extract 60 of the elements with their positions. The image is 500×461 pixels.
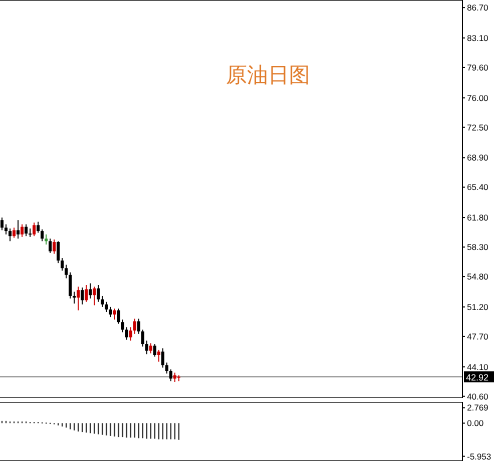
candlestick xyxy=(32,222,36,237)
candlestick xyxy=(161,348,164,368)
candlestick xyxy=(68,272,72,299)
candlestick xyxy=(129,326,132,342)
candlestick xyxy=(165,362,168,374)
y-tick-label: 44.10 xyxy=(467,362,489,372)
candlestick xyxy=(116,308,120,324)
candlestick xyxy=(40,228,44,242)
candlestick xyxy=(12,227,16,238)
candlestick xyxy=(48,238,52,254)
candlestick xyxy=(125,326,128,340)
candlestick xyxy=(104,301,108,312)
candlestick xyxy=(56,240,60,264)
candlestick xyxy=(92,286,96,306)
y-tick-label: 83.10 xyxy=(467,32,489,43)
candlestick xyxy=(36,221,40,234)
candlestick xyxy=(173,372,176,382)
y-tick-label: 58.30 xyxy=(467,242,489,252)
y-tick-label: 2.769 xyxy=(467,402,489,413)
y-tick-label: 65.40 xyxy=(467,182,489,192)
candlestick xyxy=(64,264,68,279)
candlestick xyxy=(8,228,12,242)
candlestick xyxy=(44,234,48,246)
y-tick-label: 54.80 xyxy=(467,272,489,282)
candlestick xyxy=(16,220,20,240)
y-tick-label: 61.80 xyxy=(467,212,489,223)
y-tick-label: 68.90 xyxy=(467,152,489,163)
y-tick-label: 79.60 xyxy=(467,62,489,72)
candlestick xyxy=(24,224,28,237)
y-tick-label: 47.70 xyxy=(467,331,489,342)
y-tick-label: -5.953 xyxy=(467,451,492,461)
y-tick-label: 76.00 xyxy=(467,92,489,103)
y-tick-label: 40.60 xyxy=(467,391,489,402)
y-tick-label: 72.50 xyxy=(467,122,489,132)
candlestick xyxy=(0,217,4,231)
candlestick xyxy=(141,329,144,348)
candlestick xyxy=(145,340,148,355)
y-tick-label: 51.20 xyxy=(467,302,489,312)
candlestick xyxy=(84,284,88,302)
candlestick xyxy=(137,318,140,334)
candlestick xyxy=(133,318,136,334)
candlestick xyxy=(76,286,80,311)
candlestick xyxy=(157,349,160,362)
candlestick xyxy=(153,344,156,358)
candlestick xyxy=(100,295,104,308)
candlestick xyxy=(80,287,84,305)
candlestick xyxy=(149,342,152,354)
text: 原油日图 xyxy=(226,63,310,87)
y-tick-label: 86.70 xyxy=(467,2,489,13)
candlestick xyxy=(88,282,92,299)
candlestick xyxy=(52,238,56,254)
ref-line-label: 42.92 xyxy=(466,372,489,382)
candlestick xyxy=(121,319,124,333)
candlestick xyxy=(4,224,8,235)
candlestick xyxy=(169,368,172,382)
candlestick xyxy=(20,224,24,238)
y-tick-label: 0.00 xyxy=(467,418,484,428)
candlestick xyxy=(112,308,116,320)
candlestick xyxy=(96,284,100,302)
candlestick xyxy=(108,306,112,318)
